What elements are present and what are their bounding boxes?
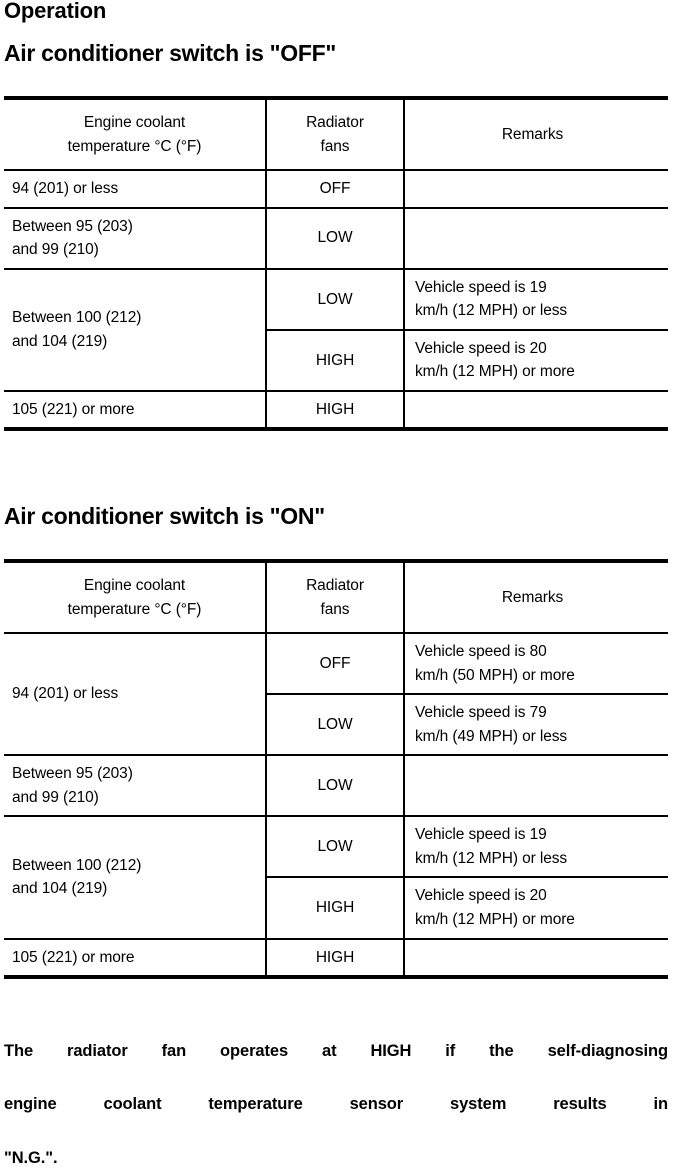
column-header-remarks: Remarks xyxy=(404,558,668,635)
table-ac-on: Engine coolant temperature °C (°F) Radia… xyxy=(4,558,668,980)
cell-remark-line2: km/h (49 MPH) or less xyxy=(415,727,568,745)
cell-temperature-line1: Between 100 (212) xyxy=(12,856,142,874)
cell-remark-line1: Vehicle speed is 80 xyxy=(415,643,547,661)
cell-fan-state: HIGH xyxy=(265,937,405,980)
table-row: Between 95 (203) and 99 (210) LOW xyxy=(4,754,668,818)
cell-remark-line2: km/h (50 MPH) or more xyxy=(415,666,575,684)
cell-fan-state: OFF xyxy=(265,169,405,209)
cell-fan-state: OFF xyxy=(265,632,405,696)
footnote-line-1: The radiator fan operates at HIGH if the… xyxy=(4,1042,668,1060)
cell-remark-line1: Vehicle speed is 20 xyxy=(415,887,547,905)
table-ac-off-wrapper: Engine coolant temperature °C (°F) Radia… xyxy=(4,95,668,432)
cell-temperature-line2: and 99 (210) xyxy=(12,241,99,259)
cell-remark-line2: km/h (12 MPH) or less xyxy=(415,302,568,320)
column-header-fans-line2: fans xyxy=(320,600,350,618)
cell-remark: Vehicle speed is 19 km/h (12 MPH) or les… xyxy=(404,267,668,331)
column-header-fans-line1: Radiator xyxy=(306,114,364,131)
table-ac-off: Engine coolant temperature °C (°F) Radia… xyxy=(4,95,668,432)
table-row: LOW Vehicle speed is 79 km/h (49 MPH) or… xyxy=(4,693,668,757)
column-header-fans-line1: Radiator xyxy=(306,577,364,594)
footnote-line-3: "N.G.". xyxy=(4,1148,58,1167)
table-header-row: Engine coolant temperature °C (°F) Radia… xyxy=(4,95,668,172)
cell-fan-state: HIGH xyxy=(265,389,405,432)
manual-page: Operation Air conditioner switch is "OFF… xyxy=(4,0,668,1167)
cell-temperature: Between 100 (212) and 104 (219) xyxy=(4,267,266,392)
cell-remark: Vehicle speed is 20 km/h (12 MPH) or mor… xyxy=(404,328,668,392)
table-row: 94 (201) or less OFF Vehicle speed is 80… xyxy=(4,632,668,757)
cell-remark: Vehicle speed is 80 km/h (50 MPH) or mor… xyxy=(404,632,668,696)
cell-remark: Vehicle speed is 20 km/h (12 MPH) or mor… xyxy=(404,876,668,940)
table-row: 105 (221) or more HIGH xyxy=(4,389,668,432)
cell-temperature: 105 (221) or more xyxy=(4,389,266,432)
heading-ac-switch-off: Air conditioner switch is "OFF" xyxy=(4,40,336,66)
page-title: Operation xyxy=(4,0,107,23)
footnote-line-2: engine coolant temperature sensor system… xyxy=(4,1095,668,1114)
cell-remark-line1: Vehicle speed is 79 xyxy=(415,704,547,722)
cell-temperature: 94 (201) or less xyxy=(4,632,266,757)
cell-temperature-line2: and 104 (219) xyxy=(12,880,108,898)
table-row: HIGH Vehicle speed is 20 km/h (12 MPH) o… xyxy=(4,876,668,940)
cell-remark xyxy=(404,169,668,209)
cell-remark xyxy=(404,937,668,980)
cell-temperature-line1: Between 95 (203) xyxy=(12,765,133,783)
cell-fan-state: LOW xyxy=(265,267,405,331)
cell-temperature: 105 (221) or more xyxy=(4,937,266,980)
cell-fan-state: HIGH xyxy=(265,876,405,940)
table-ac-on-wrapper: Engine coolant temperature °C (°F) Radia… xyxy=(4,558,668,980)
cell-fan-state: LOW xyxy=(265,693,405,757)
cell-temperature-line2: and 104 (219) xyxy=(12,332,108,350)
cell-temperature-line1: 94 (201) or less xyxy=(12,685,119,703)
column-header-temperature-line2: temperature °C (°F) xyxy=(67,137,202,155)
cell-temperature: Between 95 (203) and 99 (210) xyxy=(4,754,266,818)
cell-temperature-line1: 94 (201) or less xyxy=(12,180,119,198)
table-row: Between 100 (212) and 104 (219) LOW Vehi… xyxy=(4,815,668,940)
column-header-temperature-line1: Engine coolant xyxy=(83,114,186,131)
table-row: HIGH Vehicle speed is 20 km/h (12 MPH) o… xyxy=(4,328,668,392)
heading-ac-switch-on: Air conditioner switch is "ON" xyxy=(4,503,325,529)
column-header-remarks: Remarks xyxy=(404,95,668,172)
cell-remark-line2: km/h (12 MPH) or more xyxy=(415,911,575,929)
cell-remark: Vehicle speed is 79 km/h (49 MPH) or les… xyxy=(404,693,668,757)
table-row: Between 95 (203) and 99 (210) LOW xyxy=(4,206,668,270)
cell-remark xyxy=(404,754,668,818)
table-row: 94 (201) or less OFF xyxy=(4,169,668,209)
cell-fan-state: HIGH xyxy=(265,328,405,392)
cell-fan-state: LOW xyxy=(265,206,405,270)
cell-temperature-line1: 105 (221) or more xyxy=(12,948,135,966)
cell-temperature-line1: Between 95 (203) xyxy=(12,217,133,235)
table-header-row: Engine coolant temperature °C (°F) Radia… xyxy=(4,558,668,635)
cell-fan-state: LOW xyxy=(265,754,405,818)
cell-temperature: 94 (201) or less xyxy=(4,169,266,209)
cell-temperature: Between 95 (203) and 99 (210) xyxy=(4,206,266,270)
cell-remark-line2: km/h (12 MPH) or more xyxy=(415,363,575,381)
cell-remark: Vehicle speed is 19 km/h (12 MPH) or les… xyxy=(404,815,668,879)
cell-remark-line1: Vehicle speed is 19 xyxy=(415,278,547,296)
cell-remark-line1: Vehicle speed is 20 xyxy=(415,339,547,357)
cell-temperature: Between 100 (212) and 104 (219) xyxy=(4,815,266,940)
column-header-radiator-fans: Radiator fans xyxy=(265,95,405,172)
column-header-temperature-line2: temperature °C (°F) xyxy=(67,600,202,618)
column-header-radiator-fans: Radiator fans xyxy=(265,558,405,635)
cell-remark xyxy=(404,206,668,270)
cell-remark-line1: Vehicle speed is 19 xyxy=(415,826,547,844)
column-header-fans-line2: fans xyxy=(320,137,350,155)
cell-remark xyxy=(404,389,668,432)
cell-temperature-line1: 105 (221) or more xyxy=(12,400,135,418)
cell-temperature-line1: Between 100 (212) xyxy=(12,309,142,327)
table-row: Between 100 (212) and 104 (219) LOW Vehi… xyxy=(4,267,668,392)
column-header-temperature: Engine coolant temperature °C (°F) xyxy=(4,95,266,172)
cell-fan-state: LOW xyxy=(265,815,405,879)
footnote: The radiator fan operates at HIGH if the… xyxy=(4,1038,668,1172)
cell-remark-line2: km/h (12 MPH) or less xyxy=(415,849,568,867)
column-header-temperature-line1: Engine coolant xyxy=(83,577,186,594)
column-header-temperature: Engine coolant temperature °C (°F) xyxy=(4,558,266,635)
table-row: 105 (221) or more HIGH xyxy=(4,937,668,980)
cell-temperature-line2: and 99 (210) xyxy=(12,788,99,806)
